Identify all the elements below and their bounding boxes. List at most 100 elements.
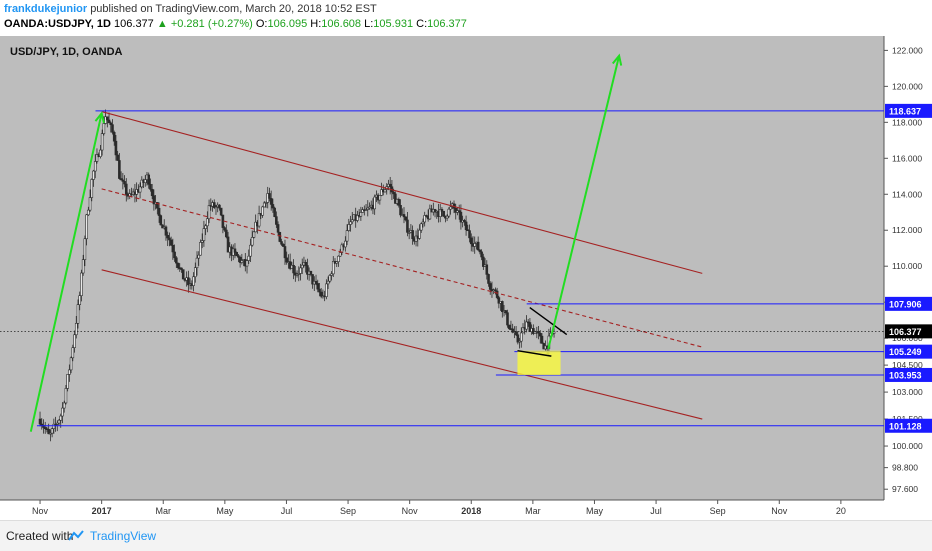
candle-body (200, 240, 204, 243)
price-chart[interactable]: USD/JPY, 1D, OANDA 122.000120.000118.0001… (0, 36, 932, 520)
candle-body (166, 234, 169, 239)
candle-body (250, 237, 254, 246)
candle-body (421, 221, 425, 225)
candle-body (116, 154, 119, 161)
level-tag (885, 367, 932, 382)
candle-body (85, 214, 88, 240)
x-tick-label: 2018 (461, 506, 481, 516)
candle-body (402, 214, 406, 218)
candle-body (240, 260, 244, 263)
candle-body (428, 208, 432, 220)
candle-body (540, 335, 544, 344)
candle-body (511, 328, 514, 333)
tradingview-link[interactable]: TradingView (90, 529, 157, 543)
candle-body (280, 241, 283, 245)
candle-body (459, 211, 463, 223)
x-tick-label: Nov (32, 506, 49, 516)
candle-body (262, 202, 266, 208)
level-tag-label: 118.637 (889, 106, 921, 116)
x-tick-label: Mar (155, 506, 171, 516)
candle-body (54, 423, 57, 426)
candle-body (235, 252, 238, 257)
candle-body (331, 260, 335, 275)
candle-body (138, 186, 142, 193)
close-label: C: (416, 18, 428, 30)
candle-body (226, 236, 230, 253)
candle-body (55, 422, 59, 425)
candle-body (192, 276, 195, 286)
symbol-bar: OANDA:USDJPY, 1D 106.377 ▲ +0.281 (+0.27… (4, 18, 467, 30)
candle-body (330, 273, 333, 276)
x-tick-label: Sep (340, 506, 356, 516)
candle-body (478, 249, 482, 253)
candle-body (69, 357, 73, 371)
candle-body (407, 232, 411, 234)
candle-body (347, 224, 351, 231)
candle-body (318, 288, 321, 293)
channel-upper-line (101, 111, 703, 274)
candle-body (507, 324, 511, 329)
candle-body (488, 283, 492, 290)
candle-body (245, 260, 249, 267)
y-tick-label: 120.000 (892, 81, 923, 91)
wedge-lower-line (517, 350, 552, 357)
y-tick-label: 112.000 (892, 225, 922, 235)
candle-body (485, 264, 489, 275)
candle-body (449, 206, 452, 210)
candle-body (164, 226, 168, 236)
level-tag (885, 103, 932, 118)
candle-body (140, 179, 144, 188)
candle-body (487, 274, 490, 284)
candle-body (206, 218, 209, 227)
candle-body (338, 252, 342, 257)
x-tick-label: 2017 (92, 506, 112, 516)
candle-body (100, 133, 104, 151)
candle-body (373, 196, 376, 210)
candle-body (95, 154, 99, 162)
candle-body (425, 215, 428, 217)
candle-body (119, 178, 123, 181)
candle-body (463, 220, 466, 223)
candle-body (225, 229, 228, 238)
candle-body (299, 267, 302, 274)
candle-body (406, 219, 409, 233)
candle-body (359, 212, 363, 217)
y-tick-label: 98.800 (892, 463, 918, 473)
candle-body (38, 418, 42, 425)
high-label: H: (310, 18, 322, 30)
chart-area[interactable]: USD/JPY, 1D, OANDA 122.000 120.000 118.000 1… (0, 36, 932, 520)
candle-body (350, 219, 354, 223)
candle-body (418, 229, 421, 239)
candle-body (311, 274, 314, 285)
close-value: 106.377 (427, 18, 467, 30)
y-tick-label: 114.000 (892, 189, 922, 199)
author-link[interactable]: frankdukejunior (4, 3, 88, 15)
x-tick-label: Jul (281, 506, 293, 516)
candle-body (176, 262, 180, 268)
candle-body (171, 244, 175, 253)
candle-body (124, 183, 128, 195)
last-price-tag (885, 324, 932, 339)
candle-body (537, 331, 540, 334)
candle-body (90, 179, 94, 198)
candle-body (480, 251, 483, 258)
y-tick-label: 122.000 (892, 45, 923, 55)
candle-body (180, 267, 183, 270)
candle-body (411, 230, 414, 239)
candle-body (297, 273, 301, 275)
channel-middle-line (101, 188, 703, 348)
candle-body (495, 290, 499, 298)
candle-body (383, 189, 387, 193)
candle-body (268, 193, 271, 199)
candle-body (219, 207, 223, 216)
candle-body (238, 256, 242, 263)
candle-body (73, 334, 76, 348)
candle-body (175, 257, 178, 264)
symbol-name: OANDA:USDJPY, 1D (4, 18, 111, 30)
candle-body (92, 170, 95, 180)
candle-body (326, 280, 330, 285)
x-tick-label: May (216, 506, 234, 516)
candle-body (345, 230, 349, 242)
chart-title: USD/JPY, 1D, OANDA (10, 46, 123, 58)
candle-body (159, 215, 163, 226)
